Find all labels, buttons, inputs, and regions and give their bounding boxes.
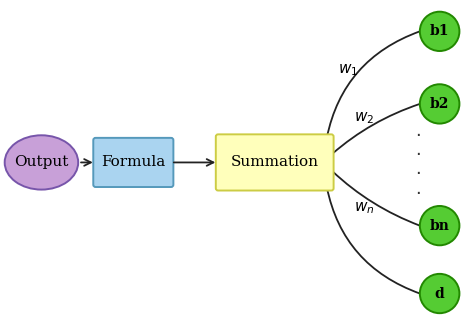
FancyArrowPatch shape: [332, 104, 420, 154]
FancyArrowPatch shape: [327, 187, 420, 294]
FancyBboxPatch shape: [216, 134, 334, 191]
Circle shape: [420, 12, 459, 51]
Text: $w_1$: $w_1$: [337, 62, 358, 78]
Text: Output: Output: [14, 155, 69, 170]
FancyArrowPatch shape: [332, 171, 420, 226]
Text: b2: b2: [430, 97, 449, 111]
FancyArrowPatch shape: [327, 31, 420, 138]
Text: ·
·
·
·: · · · ·: [416, 127, 421, 203]
FancyBboxPatch shape: [93, 138, 173, 187]
Text: $w_2$: $w_2$: [354, 110, 374, 126]
Text: Formula: Formula: [101, 155, 165, 170]
Circle shape: [420, 206, 459, 245]
Text: d: d: [435, 287, 445, 300]
Ellipse shape: [5, 135, 78, 190]
Text: Summation: Summation: [231, 155, 319, 170]
Text: b1: b1: [430, 24, 449, 38]
Circle shape: [420, 274, 459, 313]
Text: $w_n$: $w_n$: [354, 201, 374, 216]
Circle shape: [420, 84, 459, 124]
Text: bn: bn: [430, 219, 449, 233]
